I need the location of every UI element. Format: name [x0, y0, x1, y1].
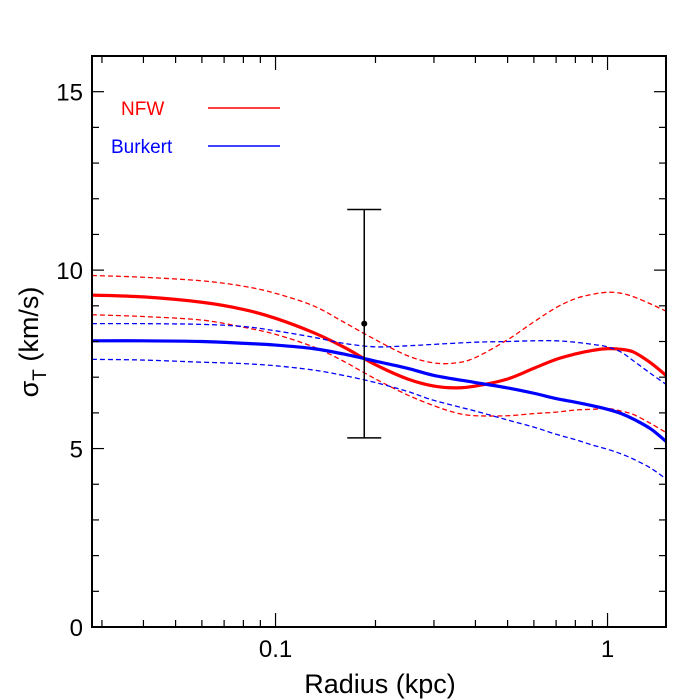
- labels-layer: 0 5 10 15 0.1 1: [56, 80, 614, 663]
- y-tick-label: 15: [56, 80, 83, 107]
- series-line-burkert-upper: [92, 322, 666, 385]
- plot-frame: [91, 55, 667, 628]
- errorbar-layer: [347, 208, 382, 439]
- series-line-burkert: [92, 339, 666, 443]
- y-axis-subscript: T: [30, 369, 51, 381]
- y-tick-label: 10: [56, 258, 83, 285]
- series-layer: [92, 274, 666, 480]
- series-line-burkert-lower: [92, 358, 666, 480]
- y-axis-units: (km/s): [14, 287, 44, 369]
- series-line-nfw: [92, 293, 666, 390]
- y-axis-title: σT (km/s): [14, 287, 51, 398]
- x-tick-label: 0.1: [259, 636, 292, 663]
- legend: NFW Burkert: [111, 99, 280, 158]
- series-line-nfw-lower: [92, 314, 666, 434]
- series-line-nfw-upper: [92, 274, 666, 365]
- y-tick-label: 0: [70, 615, 83, 642]
- legend-label-burkert: Burkert: [111, 137, 173, 158]
- legend-label-nfw: NFW: [121, 99, 164, 120]
- x-tick-label: 1: [601, 636, 614, 663]
- data-point: [361, 320, 368, 327]
- x-axis-title: Radius (kpc): [304, 669, 456, 699]
- y-tick-label: 5: [70, 437, 83, 464]
- y-axis-sigma: σ: [14, 380, 44, 397]
